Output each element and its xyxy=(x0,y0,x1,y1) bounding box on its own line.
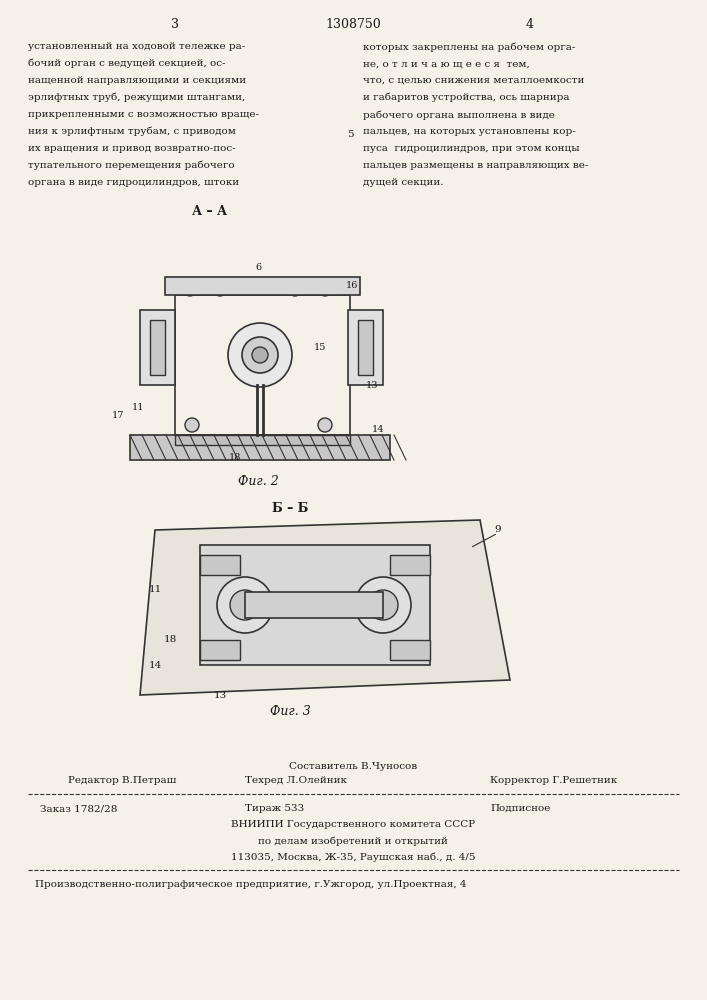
FancyBboxPatch shape xyxy=(200,640,240,660)
FancyBboxPatch shape xyxy=(348,310,383,385)
Text: эрлифтных труб, режущими штангами,: эрлифтных труб, режущими штангами, xyxy=(28,93,245,103)
Text: 5: 5 xyxy=(346,130,354,139)
Text: которых закреплены на рабочем орга-: которых закреплены на рабочем орга- xyxy=(363,42,575,51)
Text: Заказ 1782/28: Заказ 1782/28 xyxy=(40,804,117,813)
Circle shape xyxy=(368,590,398,620)
Text: что, с целью снижения металлоемкости: что, с целью снижения металлоемкости xyxy=(363,76,585,85)
FancyBboxPatch shape xyxy=(200,545,430,665)
FancyBboxPatch shape xyxy=(130,435,390,460)
FancyBboxPatch shape xyxy=(200,555,240,575)
Text: установленный на ходовой тележке ра-: установленный на ходовой тележке ра- xyxy=(28,42,245,51)
Circle shape xyxy=(355,577,411,633)
Text: 113035, Москва, Ж-35, Раушская наб., д. 4/5: 113035, Москва, Ж-35, Раушская наб., д. … xyxy=(230,852,475,861)
FancyBboxPatch shape xyxy=(165,277,360,295)
Circle shape xyxy=(252,347,268,363)
Text: Тираж 533: Тираж 533 xyxy=(245,804,304,813)
Text: А – А: А – А xyxy=(192,205,228,218)
Text: 11: 11 xyxy=(132,403,144,412)
FancyBboxPatch shape xyxy=(358,320,373,375)
Text: не, о т л и ч а ю щ е е с я  тем,: не, о т л и ч а ю щ е е с я тем, xyxy=(363,59,530,68)
Text: Производственно-полиграфическое предприятие, г.Ужгород, ул.Проектная, 4: Производственно-полиграфическое предприя… xyxy=(35,880,467,889)
Circle shape xyxy=(230,590,260,620)
Text: Фиг. 3: Фиг. 3 xyxy=(269,705,310,718)
Text: пуса  гидроцилиндров, при этом концы: пуса гидроцилиндров, при этом концы xyxy=(363,144,580,153)
Text: 18: 18 xyxy=(163,636,177,645)
Text: бочий орган с ведущей секцией, ос-: бочий орган с ведущей секцией, ос- xyxy=(28,59,226,68)
Text: Техред Л.Олейник: Техред Л.Олейник xyxy=(245,776,347,785)
Circle shape xyxy=(214,284,226,296)
Text: 13: 13 xyxy=(214,690,227,700)
Circle shape xyxy=(184,284,196,296)
Text: нащенной направляющими и секциями: нащенной направляющими и секциями xyxy=(28,76,246,85)
Text: и габаритов устройства, ось шарнира: и габаритов устройства, ось шарнира xyxy=(363,93,570,103)
FancyBboxPatch shape xyxy=(150,320,165,375)
Circle shape xyxy=(228,323,292,387)
Text: Редактор В.Петраш: Редактор В.Петраш xyxy=(68,776,176,785)
Text: ния к эрлифтным трубам, с приводом: ния к эрлифтным трубам, с приводом xyxy=(28,127,236,136)
Text: рабочего органа выполнена в виде: рабочего органа выполнена в виде xyxy=(363,110,555,119)
Text: прикрепленными с возможностью враще-: прикрепленными с возможностью враще- xyxy=(28,110,259,119)
Circle shape xyxy=(318,418,332,432)
Text: 14: 14 xyxy=(372,426,384,434)
Text: ВНИИПИ Государственного комитета СССР: ВНИИПИ Государственного комитета СССР xyxy=(231,820,475,829)
Text: пальцев размещены в направляющих ве-: пальцев размещены в направляющих ве- xyxy=(363,161,588,170)
Text: Составитель В.Чуносов: Составитель В.Чуносов xyxy=(289,762,417,771)
Text: 16: 16 xyxy=(346,280,358,290)
Circle shape xyxy=(185,418,199,432)
Text: органа в виде гидроцилиндров, штоки: органа в виде гидроцилиндров, штоки xyxy=(28,178,239,187)
FancyBboxPatch shape xyxy=(390,640,430,660)
Text: 17: 17 xyxy=(112,410,124,420)
Text: 11: 11 xyxy=(148,585,162,594)
Text: Корректор Г.Решетник: Корректор Г.Решетник xyxy=(490,776,617,785)
FancyBboxPatch shape xyxy=(390,555,430,575)
Circle shape xyxy=(217,577,273,633)
Text: тупательного перемещения рабочего: тупательного перемещения рабочего xyxy=(28,161,235,170)
Circle shape xyxy=(289,284,301,296)
Text: 4: 4 xyxy=(526,18,534,31)
FancyBboxPatch shape xyxy=(175,435,350,445)
Circle shape xyxy=(319,284,331,296)
Text: по делам изобретений и открытий: по делам изобретений и открытий xyxy=(258,836,448,846)
Text: пальцев, на которых установлены кор-: пальцев, на которых установлены кор- xyxy=(363,127,575,136)
Text: 13: 13 xyxy=(366,380,378,389)
Text: 18: 18 xyxy=(229,454,241,462)
Text: 3: 3 xyxy=(171,18,179,31)
Text: 15: 15 xyxy=(314,344,326,353)
Text: Подписное: Подписное xyxy=(490,804,550,813)
Text: 6: 6 xyxy=(255,263,261,272)
Text: 14: 14 xyxy=(148,660,162,670)
Text: Фиг. 2: Фиг. 2 xyxy=(238,475,279,488)
Text: Б – Б: Б – Б xyxy=(271,502,308,515)
Polygon shape xyxy=(140,520,510,695)
Circle shape xyxy=(242,337,278,373)
Text: их вращения и привод возвратно-пос-: их вращения и привод возвратно-пос- xyxy=(28,144,235,153)
FancyBboxPatch shape xyxy=(245,592,383,618)
Text: 1308750: 1308750 xyxy=(325,18,381,31)
Text: дущей секции.: дущей секции. xyxy=(363,178,443,187)
FancyBboxPatch shape xyxy=(140,310,175,385)
Text: 9: 9 xyxy=(495,526,501,534)
